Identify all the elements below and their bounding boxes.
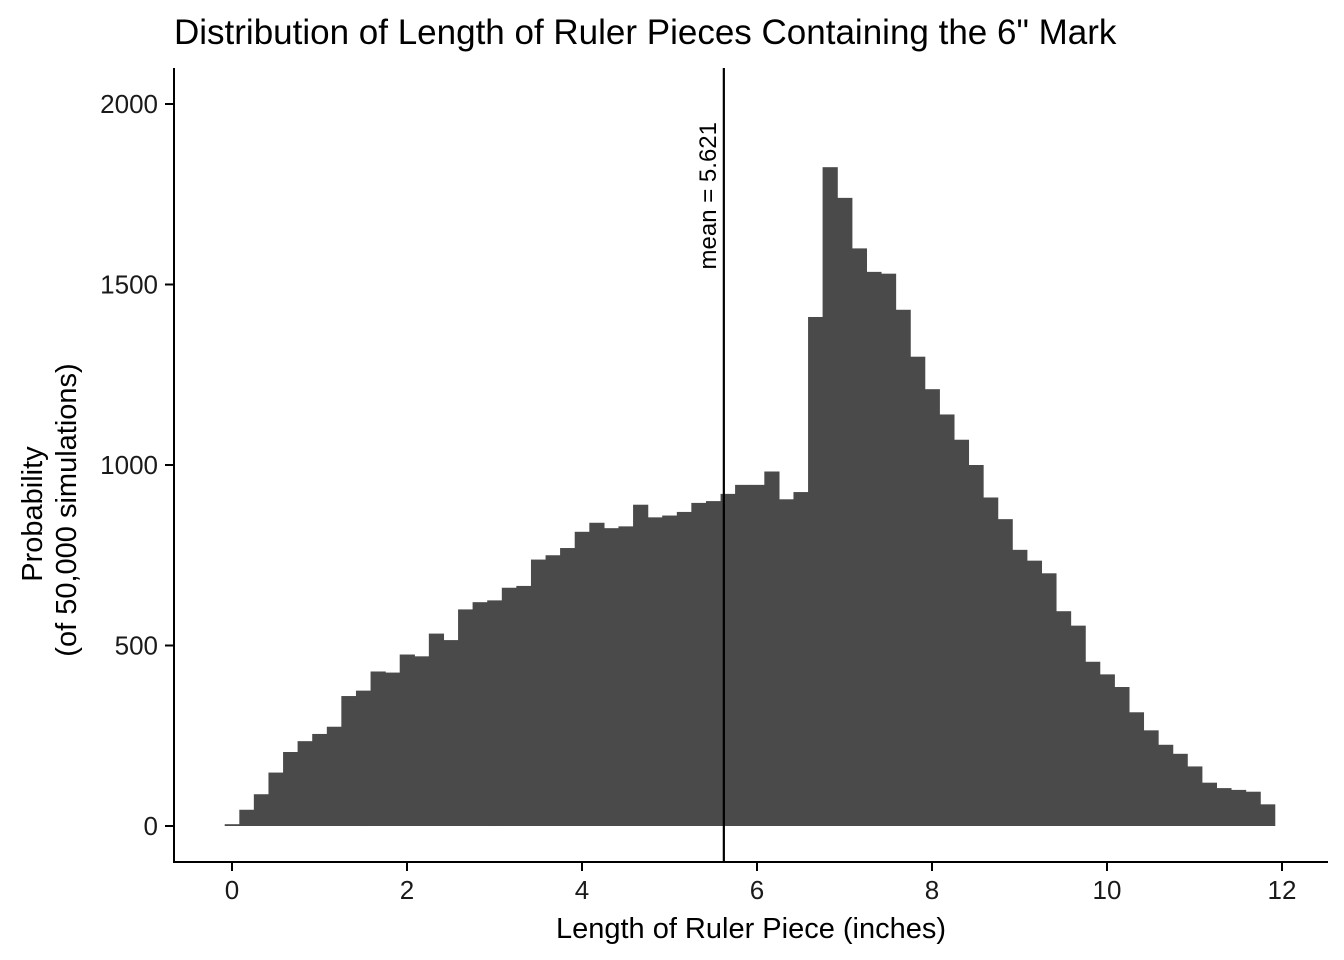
histogram-bar	[968, 465, 984, 826]
histogram-bar	[1187, 766, 1203, 826]
y-axis-title-line-1: Probability	[17, 446, 49, 582]
y-tick-label: 1500	[100, 270, 158, 300]
histogram-bar	[530, 559, 547, 826]
histogram-bar	[297, 741, 313, 826]
histogram-bar	[1026, 560, 1043, 826]
histogram-bar	[735, 484, 751, 826]
mean-label: mean = 5.621	[695, 122, 722, 269]
histogram-bar	[428, 633, 445, 826]
histogram-bar	[501, 587, 518, 826]
histogram-bar	[1172, 753, 1188, 826]
histogram-bar	[414, 656, 430, 826]
histogram-bar	[953, 439, 970, 826]
histogram-bar	[312, 733, 328, 826]
y-tick-label: 0	[144, 811, 158, 841]
y-ticks-group: 0 500 1000 1500 2000	[100, 89, 174, 841]
bars-group	[224, 167, 1276, 827]
histogram-bar	[764, 471, 780, 826]
y-tick-label: 2000	[100, 89, 158, 119]
x-tick-label: 0	[225, 875, 239, 905]
y-tick-label: 1000	[100, 450, 158, 480]
chart-title: Distribution of Length of Ruler Pieces C…	[174, 13, 1117, 52]
histogram-bar	[705, 501, 722, 826]
x-tick-label: 6	[750, 875, 764, 905]
histogram-bar	[1230, 789, 1247, 826]
histogram-bar	[1216, 788, 1232, 826]
histogram-bar	[1201, 782, 1218, 826]
histogram-bar	[1070, 625, 1086, 826]
histogram-bar	[399, 654, 415, 826]
histogram-bar	[880, 273, 897, 826]
histogram-bar	[385, 672, 401, 826]
histogram-bar	[355, 690, 372, 827]
histogram-bar	[1055, 611, 1072, 826]
histogram-bar	[997, 519, 1013, 826]
histogram-bar	[283, 752, 299, 826]
histogram-bar	[1260, 804, 1276, 826]
histogram-bar	[895, 309, 911, 826]
histogram-bar	[939, 414, 955, 826]
histogram-bar	[691, 502, 707, 826]
histogram-bar	[1041, 573, 1057, 826]
histogram-bar	[1158, 744, 1174, 826]
histogram-bar	[239, 809, 255, 826]
histogram-bar	[618, 526, 634, 826]
histogram-bar	[458, 609, 474, 826]
y-axis-title: Probability (of 50,000 simulations)	[17, 363, 83, 656]
histogram-bar	[574, 531, 590, 826]
y-tick-label: 500	[115, 631, 158, 661]
histogram-bar	[603, 528, 620, 826]
histogram-bar	[545, 555, 561, 826]
histogram-bar	[910, 356, 926, 826]
histogram-bar	[1099, 674, 1115, 826]
histogram-bar	[1114, 687, 1130, 826]
histogram-bar	[1245, 791, 1261, 826]
histogram-bar	[1012, 549, 1028, 826]
histogram-bar	[633, 504, 649, 826]
histogram-bar	[647, 517, 663, 826]
x-tick-label: 2	[400, 875, 414, 905]
histogram-bar	[560, 548, 576, 826]
x-tick-label: 12	[1268, 875, 1297, 905]
histogram-bar	[837, 197, 853, 827]
histogram-bar	[866, 271, 882, 826]
histogram-bar	[1128, 712, 1145, 826]
histogram-bar	[983, 497, 999, 826]
x-tick-label: 10	[1093, 875, 1122, 905]
histogram-bar	[676, 511, 693, 826]
histogram-bar	[268, 772, 284, 826]
histogram-bar	[851, 248, 868, 826]
histogram-bar	[443, 640, 459, 826]
y-axis-title-line-2: (of 50,000 simulations)	[51, 363, 83, 656]
histogram-bar	[808, 316, 824, 826]
histogram-bar	[749, 484, 765, 826]
histogram-bar	[1085, 661, 1101, 826]
histogram-bar	[589, 522, 605, 826]
histogram-bar	[778, 499, 795, 826]
x-tick-label: 4	[575, 875, 589, 905]
x-ticks-group: 0 2 4 6 8 10 12	[225, 862, 1297, 905]
histogram-bar	[1143, 730, 1159, 826]
histogram-bar	[487, 600, 503, 827]
x-axis-title: Length of Ruler Piece (inches)	[556, 913, 946, 945]
histogram-bar	[341, 696, 357, 826]
histogram-bar	[370, 671, 386, 826]
histogram-bar	[326, 726, 343, 826]
histogram-bar	[793, 492, 809, 826]
histogram-bar	[662, 515, 678, 826]
x-tick-label: 8	[925, 875, 939, 905]
histogram-bar	[822, 167, 838, 826]
histogram-bar	[516, 585, 532, 826]
histogram-bar	[472, 602, 488, 826]
histogram-bar	[924, 389, 940, 826]
histogram-bar	[224, 824, 240, 826]
histogram-bar	[253, 794, 270, 826]
